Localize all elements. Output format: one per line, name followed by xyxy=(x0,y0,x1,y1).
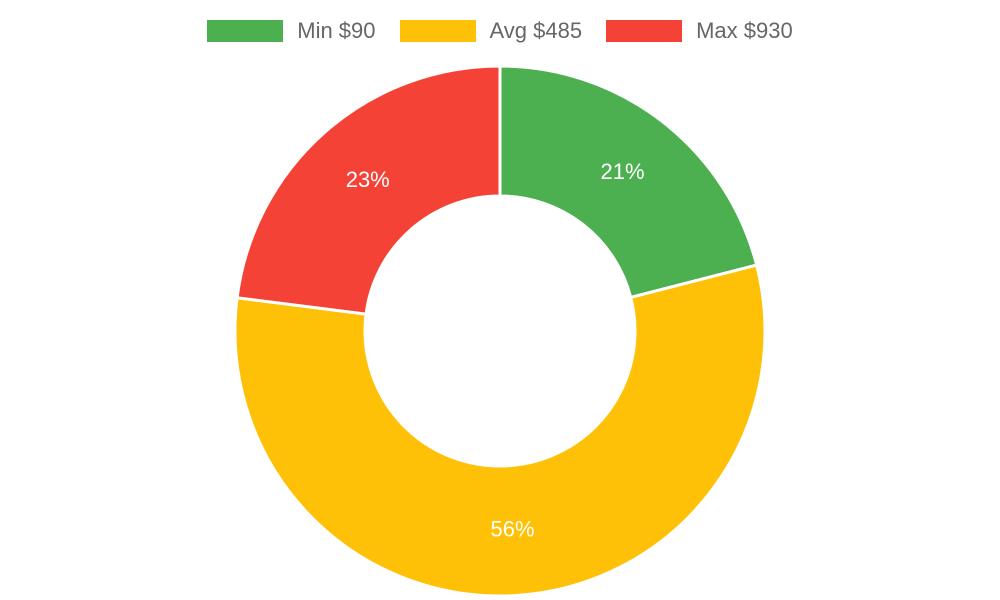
legend-item-min[interactable]: Min $90 xyxy=(207,18,376,44)
chart-slice-labels: 21% 56% 23% xyxy=(346,159,645,542)
slice-label-max: 23% xyxy=(346,167,390,192)
chart-legend: Min $90 Avg $485 Max $930 xyxy=(0,18,1000,44)
legend-swatch-avg xyxy=(399,20,476,42)
slice-avg[interactable] xyxy=(233,263,767,598)
legend-label-avg: Avg $485 xyxy=(489,18,583,43)
legend-item-max[interactable]: Max $930 xyxy=(606,18,793,44)
slice-max[interactable] xyxy=(235,64,502,316)
chart-slices xyxy=(233,64,767,598)
legend-label-max: Max $930 xyxy=(696,18,793,43)
legend-label-min: Min $90 xyxy=(297,18,376,43)
legend-item-avg[interactable]: Avg $485 xyxy=(399,18,583,44)
slice-label-avg: 56% xyxy=(491,516,535,541)
legend-swatch-min xyxy=(207,20,284,42)
slice-min[interactable] xyxy=(498,64,759,300)
legend-swatch-max xyxy=(606,20,683,42)
slice-label-min: 21% xyxy=(601,159,645,184)
